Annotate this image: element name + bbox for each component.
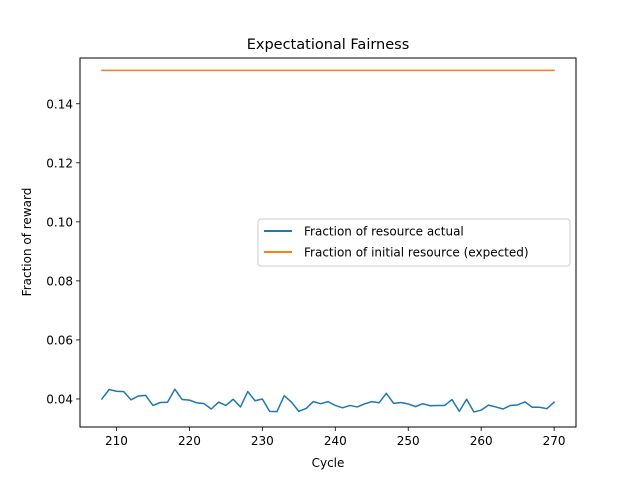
x-axis-label: Cycle [312,456,345,470]
x-tick-label: 220 [178,434,201,448]
y-tick-label: 0.06 [46,333,73,347]
plot-area [100,69,556,413]
y-tick-label: 0.10 [46,215,73,229]
x-tick-label: 210 [105,434,128,448]
legend: Fraction of resource actual Fraction of … [257,218,571,267]
y-tick-label: 0.04 [46,392,73,406]
x-tick-label: 240 [324,434,347,448]
x-tick-label: 250 [397,434,420,448]
legend-label-actual: Fraction of resource actual [304,225,464,239]
legend-label-expected: Fraction of initial resource (expected) [304,246,529,260]
series-line-fraction-of-resource-actual [100,388,556,413]
y-tick-label: 0.08 [46,274,73,288]
x-axis-ticks: 210 220 230 240 250 260 270 [105,427,566,448]
legend-box [257,218,571,267]
x-tick-label: 260 [470,434,493,448]
y-tick-label: 0.12 [46,156,73,170]
y-tick-label: 0.14 [46,97,73,111]
y-axis-ticks: 0.04 0.06 0.08 0.10 0.12 0.14 [46,97,80,406]
axes-frame [79,57,577,428]
x-tick-label: 230 [251,434,274,448]
chart-title: Expectational Fairness [247,37,410,53]
x-tick-label: 270 [543,434,566,448]
y-axis-label: Fraction of reward [20,188,34,297]
